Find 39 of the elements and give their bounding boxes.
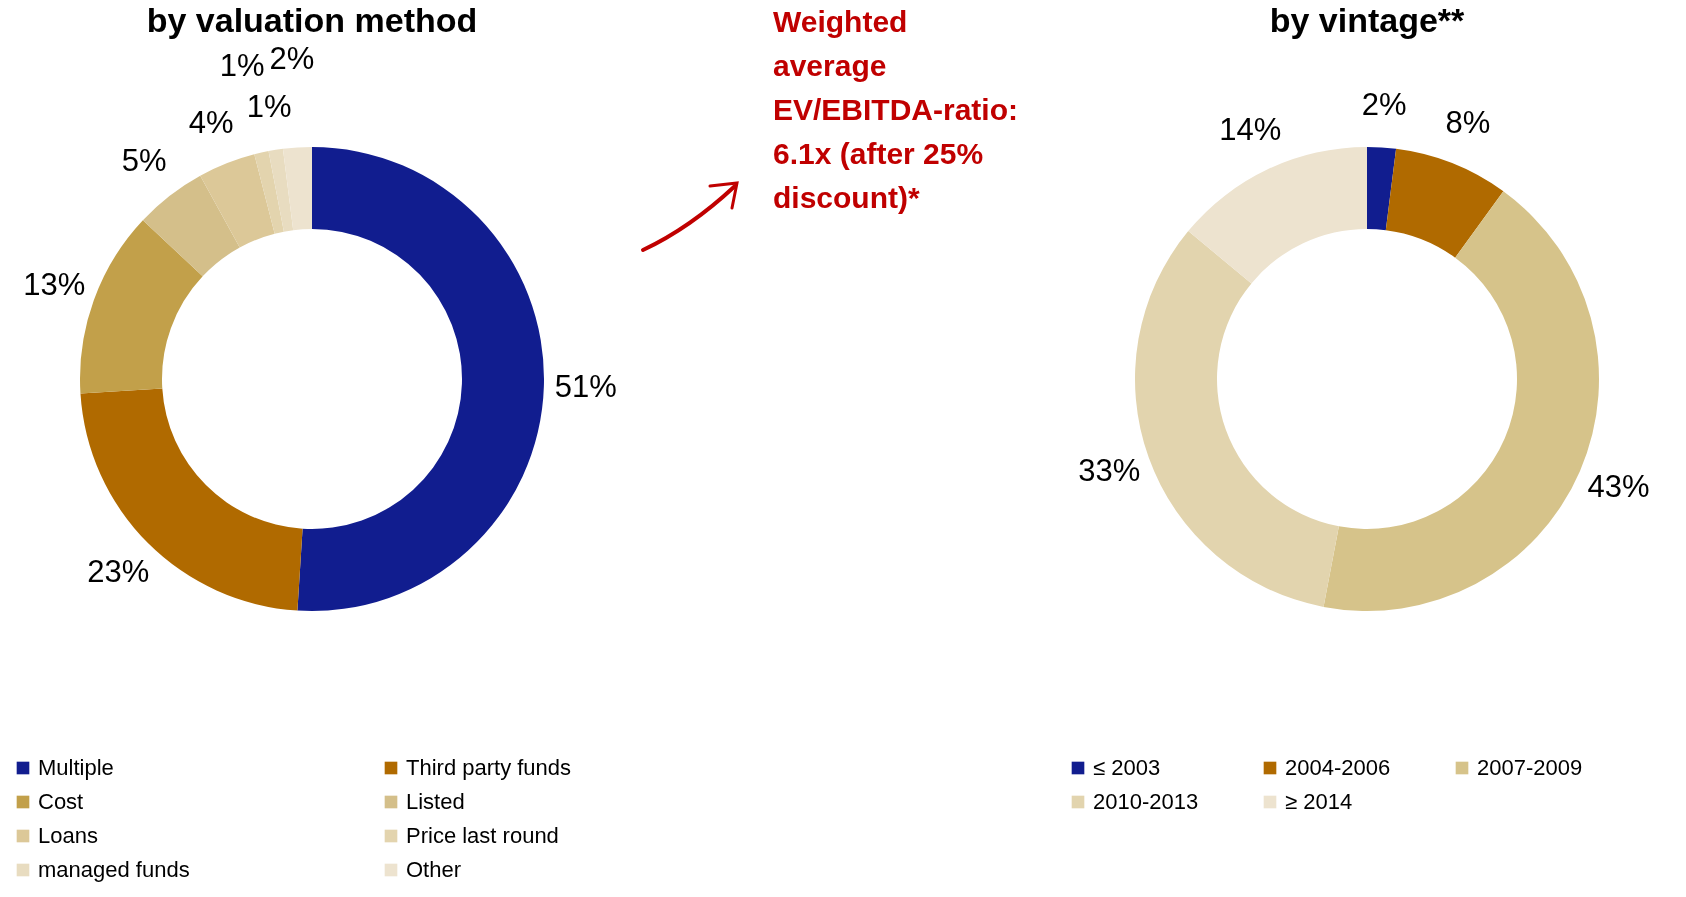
legend-label: Other	[406, 857, 462, 882]
donut-slice	[80, 388, 303, 611]
legend-label: ≤ 2003	[1093, 755, 1161, 780]
donut-slice	[1188, 147, 1367, 284]
legend-label: Cost	[38, 789, 84, 814]
data-label: 14%	[1219, 112, 1282, 148]
legend-label: Third party funds	[406, 755, 572, 780]
data-label: 4%	[188, 105, 234, 141]
legend-label: Listed	[406, 789, 465, 814]
legend-label: Loans	[38, 823, 98, 848]
data-label: 51%	[554, 368, 617, 404]
donut-slice	[200, 154, 275, 248]
donut-slice	[1367, 147, 1397, 231]
data-label: 1%	[219, 47, 265, 83]
legend-label: ≥ 2014	[1285, 789, 1353, 814]
legend-label: Price last round	[406, 823, 559, 848]
data-label: 1%	[246, 89, 292, 125]
legend-label: 2010-2013	[1093, 789, 1199, 814]
legend-label: managed funds	[38, 857, 190, 882]
data-label: 8%	[1445, 105, 1491, 141]
donut-slice	[142, 175, 240, 277]
donut-slice	[297, 147, 544, 611]
data-label: 2%	[269, 40, 315, 76]
legend-label: Multiple	[38, 755, 114, 780]
chart-title: by vintage**	[1269, 1, 1466, 39]
donut-slice	[254, 151, 284, 234]
data-label: 2%	[1361, 86, 1407, 122]
data-label: 33%	[1078, 452, 1141, 488]
text: Weighted average EV/EBITDA-ratio: 6.1x (after 25% discount)*	[773, 4, 1019, 216]
legend-label: 2007-2009	[1477, 755, 1583, 780]
donut-slice	[1385, 148, 1504, 258]
chart-title: by valuation method	[146, 1, 478, 39]
legend-label: 2004-2006	[1285, 755, 1391, 780]
donut-slice	[268, 148, 294, 232]
donut-slice	[282, 147, 312, 231]
data-label: 13%	[23, 267, 86, 303]
data-label: 5%	[121, 143, 167, 179]
data-label: 23%	[87, 553, 150, 589]
data-label: 43%	[1587, 468, 1650, 504]
